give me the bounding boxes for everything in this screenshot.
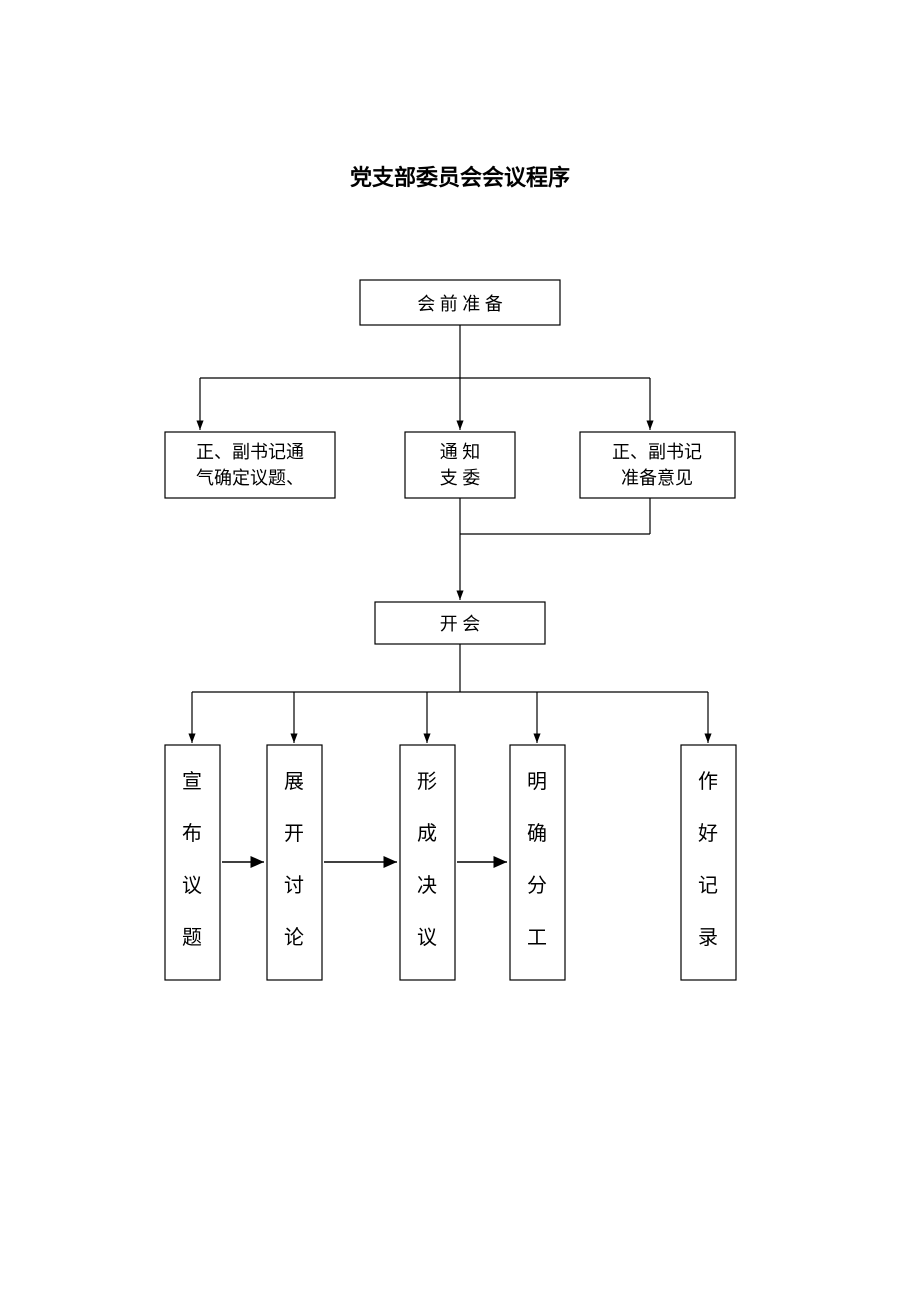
node-opinion-l1: 正、副书记 xyxy=(612,442,702,462)
v5c2: 好 xyxy=(698,822,718,845)
v2c2: 开 xyxy=(284,823,304,845)
v1c3: 议 xyxy=(182,874,202,897)
node-meeting-label: 开 会 xyxy=(440,614,481,634)
v1c1: 宣 xyxy=(182,770,202,793)
diagram-title: 党支部委员会会议程序 xyxy=(350,165,570,190)
node-prepare-label: 会 前 准 备 xyxy=(417,294,503,314)
v2c3: 讨 xyxy=(284,874,304,897)
v5c4: 录 xyxy=(698,927,718,949)
v4c4: 工 xyxy=(527,927,547,949)
v2c4: 论 xyxy=(284,926,304,949)
v2c1: 展 xyxy=(284,771,304,793)
node-agenda-l2: 气确定议题、 xyxy=(196,468,304,488)
node-notify-l1: 通 知 xyxy=(440,442,481,462)
v1c2: 布 xyxy=(182,822,202,845)
v3c3: 决 xyxy=(417,874,437,897)
v3c1: 形 xyxy=(417,770,437,793)
node-notify-l2: 支 委 xyxy=(440,468,481,488)
v3c2: 成 xyxy=(417,822,437,845)
node-opinion-l2: 准备意见 xyxy=(621,468,693,488)
v4c1: 明 xyxy=(527,771,547,793)
v4c3: 分 xyxy=(527,874,547,897)
node-agenda-l1: 正、副书记通 xyxy=(196,442,304,462)
v3c4: 议 xyxy=(417,926,437,949)
v1c4: 题 xyxy=(182,927,202,949)
flowchart-canvas: 党支部委员会会议程序 会 前 准 备 正、副书记通 气确定议题、 通 知 支 委… xyxy=(0,0,920,1302)
v5c1: 作 xyxy=(698,770,718,793)
v4c2: 确 xyxy=(527,822,547,845)
v5c3: 记 xyxy=(698,874,718,897)
